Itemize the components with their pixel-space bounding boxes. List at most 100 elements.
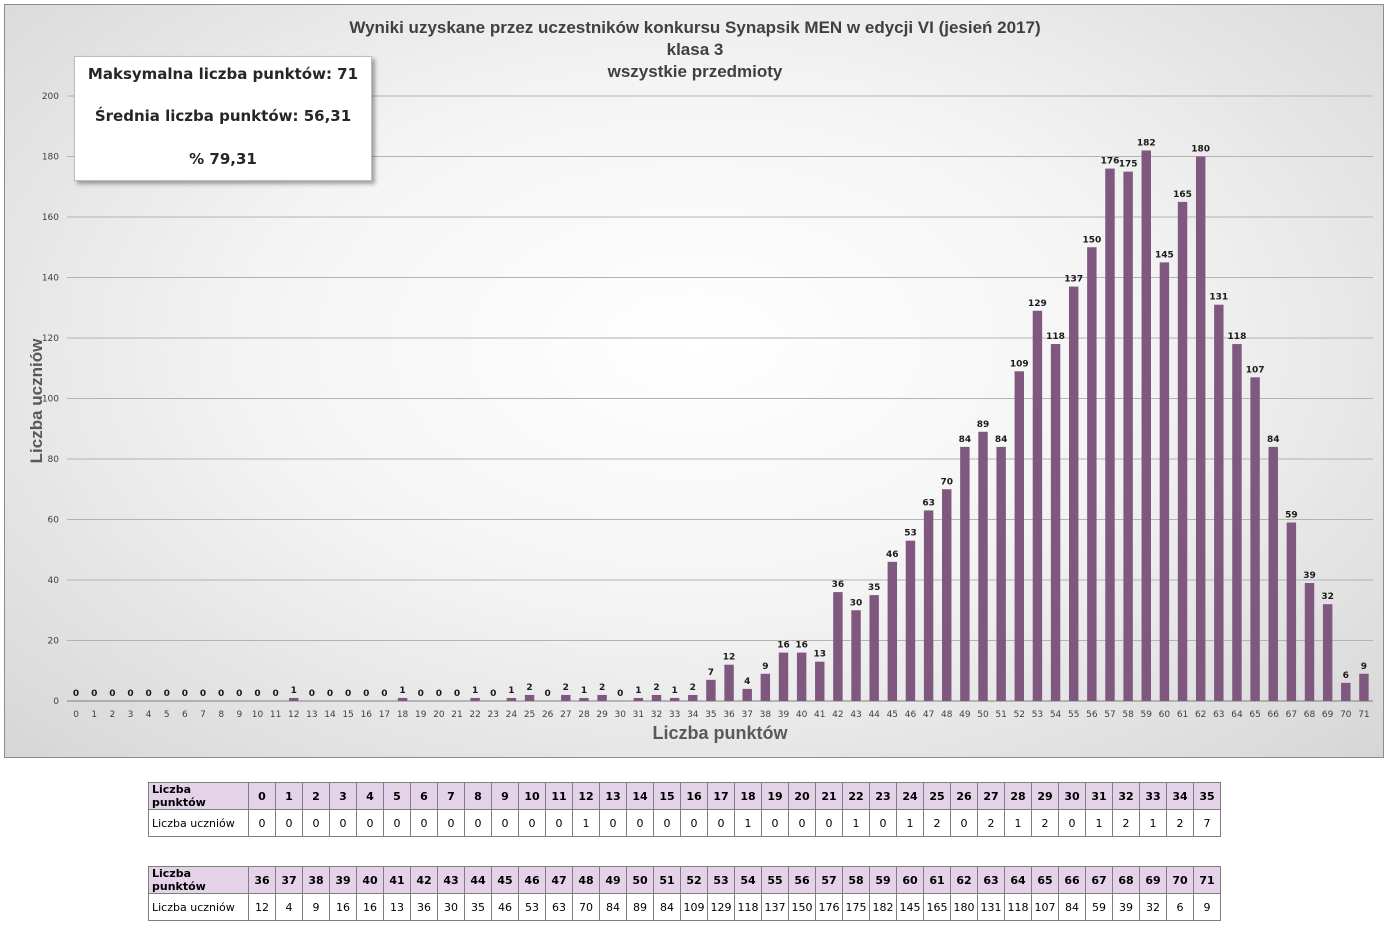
points-cell: 17: [707, 782, 735, 810]
data-label: 0: [218, 689, 224, 699]
x-tick-label: 21: [451, 710, 462, 720]
points-cell: 22: [842, 782, 870, 810]
bar: [1359, 673, 1369, 701]
points-cell: 48: [572, 866, 600, 894]
x-tick-label: 45: [887, 710, 898, 720]
x-tick-label: 39: [778, 710, 790, 720]
x-tick-label: 50: [977, 710, 989, 720]
points-cell: 38: [302, 866, 330, 894]
points-cell: 20: [788, 782, 816, 810]
points-cell: 8: [464, 782, 492, 810]
bar: [851, 610, 861, 701]
data-label: 109: [1010, 359, 1029, 369]
x-tick-label: 0: [73, 710, 79, 720]
data-label: 0: [127, 689, 133, 699]
data-label: 0: [164, 689, 170, 699]
x-tick-label: 12: [288, 710, 299, 720]
count-cell: 36: [410, 893, 438, 921]
points-cell: 30: [1058, 782, 1086, 810]
bar: [1304, 583, 1315, 701]
x-tick-label: 28: [578, 710, 590, 720]
x-tick-label: 44: [868, 710, 880, 720]
count-cell: 145: [896, 893, 924, 921]
count-cell: 9: [302, 893, 330, 921]
counts-row: Liczba uczniów 12 4 9 16 16 13 36 30 35 46 53 63 70 84…: [148, 893, 1221, 921]
x-tick-label: 64: [1231, 710, 1243, 720]
points-cell: 11: [545, 782, 573, 810]
count-cell: 0: [491, 809, 519, 837]
y-tick-label: 80: [48, 455, 60, 465]
x-tick-label: 69: [1322, 710, 1334, 720]
data-label: 150: [1082, 235, 1101, 245]
bar: [1214, 304, 1224, 701]
bar: [778, 652, 789, 701]
x-tick-label: 54: [1050, 710, 1062, 720]
data-label: 84: [959, 435, 972, 445]
points-cell: 34: [1166, 782, 1194, 810]
bar: [1123, 171, 1133, 701]
data-label: 63: [922, 498, 935, 508]
count-cell: 1: [896, 809, 924, 837]
y-axis-title: Liczba uczniów: [27, 338, 46, 464]
points-cell: 19: [761, 782, 789, 810]
data-label: 39: [1303, 571, 1316, 581]
points-cell: 36: [248, 866, 276, 894]
points-cell: 71: [1193, 866, 1221, 894]
count-cell: 0: [545, 809, 573, 837]
points-cell: 63: [977, 866, 1005, 894]
x-tick-label: 7: [200, 710, 206, 720]
data-table-2: Liczba punktów 36 37 38 39 40 41 42 43 44 45 46 47 48…: [148, 866, 1221, 921]
data-label: 53: [904, 529, 917, 539]
x-tick-label: 16: [361, 710, 373, 720]
points-cell: 49: [599, 866, 627, 894]
points-cell: 5: [383, 782, 411, 810]
data-label: 12: [723, 653, 736, 663]
x-tick-label: 8: [218, 710, 224, 720]
count-cell: 2: [977, 809, 1005, 837]
count-cell: 13: [383, 893, 411, 921]
bar: [1105, 168, 1115, 702]
points-cell: 6: [410, 782, 438, 810]
data-label: 2: [599, 683, 605, 693]
count-cell: 0: [707, 809, 735, 837]
x-tick-label: 63: [1213, 710, 1224, 720]
points-cell: 28: [1004, 782, 1032, 810]
points-row-header: Liczba punktów: [148, 782, 249, 810]
points-cell: 50: [626, 866, 654, 894]
x-tick-label: 43: [850, 710, 861, 720]
data-label: 0: [545, 689, 551, 699]
x-tick-label: 32: [651, 710, 662, 720]
points-cell: 39: [329, 866, 357, 894]
x-tick-label: 5: [164, 710, 170, 720]
x-tick-label: 20: [433, 710, 445, 720]
count-cell: 0: [275, 809, 303, 837]
data-label: 0: [236, 689, 242, 699]
data-label: 0: [145, 689, 151, 699]
x-tick-label: 42: [832, 710, 843, 720]
bar: [597, 694, 607, 701]
x-tick-label: 27: [560, 710, 571, 720]
bar: [1232, 344, 1242, 701]
x-tick-label: 46: [905, 710, 917, 720]
x-tick-label: 6: [182, 710, 188, 720]
count-cell: 182: [869, 893, 897, 921]
data-label: 0: [254, 689, 260, 699]
points-cell: 67: [1085, 866, 1113, 894]
data-label: 46: [886, 550, 899, 560]
data-label: 13: [813, 650, 826, 660]
data-label: 2: [526, 683, 532, 693]
data-label: 16: [795, 641, 808, 651]
x-tick-label: 62: [1195, 710, 1206, 720]
count-cell: 180: [950, 893, 978, 921]
bar: [1032, 310, 1043, 701]
bar: [651, 694, 662, 701]
x-tick-label: 61: [1177, 710, 1188, 720]
x-tick-label: 30: [615, 710, 627, 720]
bar: [289, 697, 299, 701]
data-label: 145: [1155, 250, 1174, 260]
data-label: 0: [309, 689, 315, 699]
data-label: 0: [490, 689, 496, 699]
points-cell: 7: [437, 782, 465, 810]
percent-label: % 79,31: [189, 150, 257, 168]
data-label: 1: [472, 686, 478, 696]
